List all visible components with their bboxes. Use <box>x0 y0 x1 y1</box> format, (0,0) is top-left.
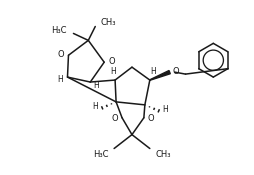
Text: CH₃: CH₃ <box>155 150 171 159</box>
Text: O: O <box>58 50 64 59</box>
Polygon shape <box>149 71 170 80</box>
Text: O: O <box>108 57 114 66</box>
Text: H: H <box>57 75 62 84</box>
Text: H: H <box>93 80 99 90</box>
Text: H: H <box>162 105 168 114</box>
Text: O: O <box>172 67 179 76</box>
Text: CH₃: CH₃ <box>100 18 115 27</box>
Text: H₃C: H₃C <box>92 150 108 159</box>
Text: O: O <box>111 114 118 123</box>
Text: H: H <box>149 67 155 76</box>
Text: O: O <box>147 114 154 123</box>
Text: H: H <box>110 67 116 76</box>
Text: H₃C: H₃C <box>51 26 66 35</box>
Text: H: H <box>92 102 98 111</box>
